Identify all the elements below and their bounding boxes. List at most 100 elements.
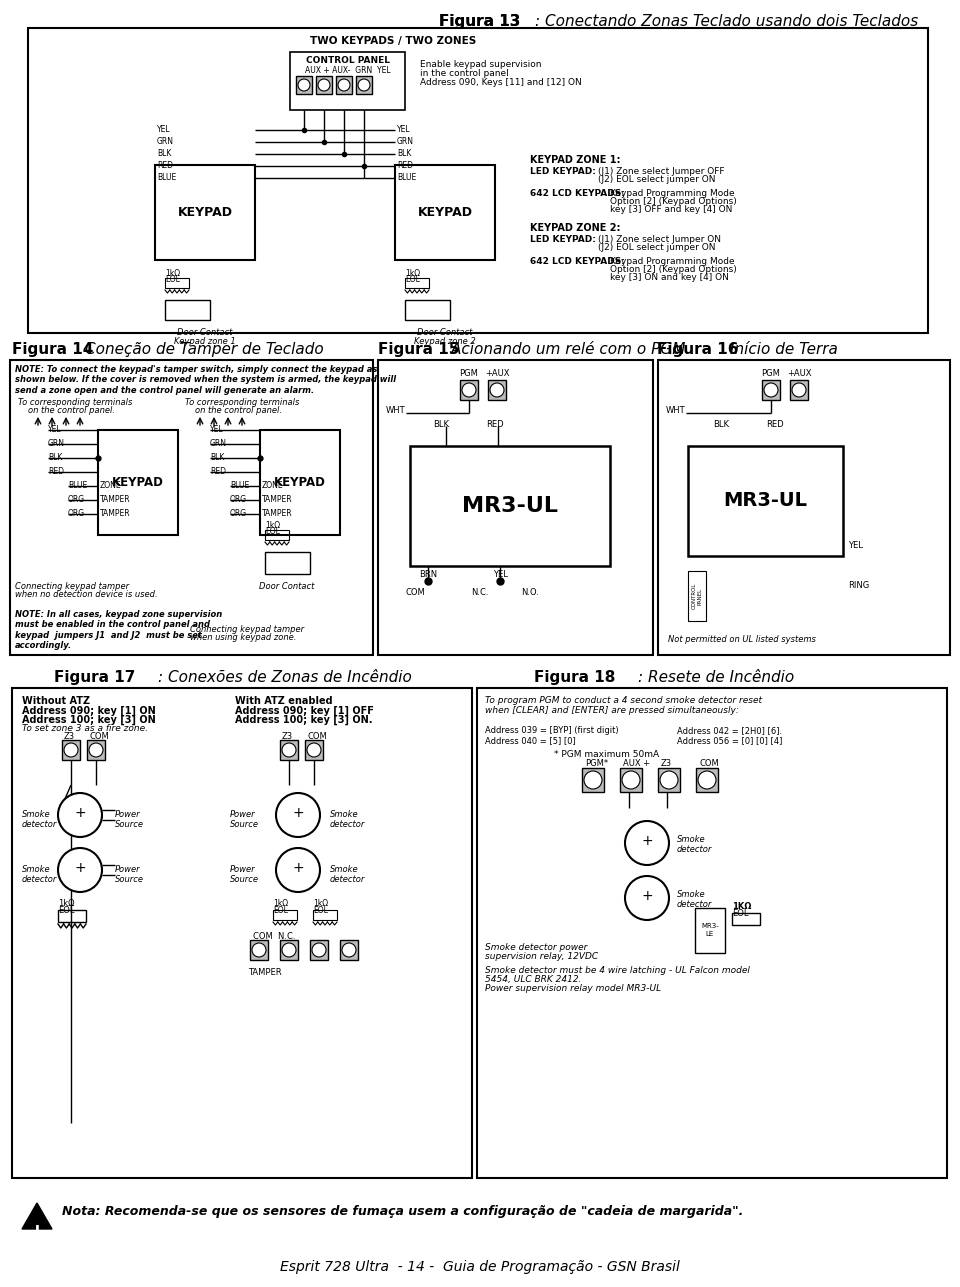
Text: EOL: EOL <box>165 275 180 284</box>
Text: To set zone 3 as a fire zone.: To set zone 3 as a fire zone. <box>22 725 148 734</box>
Text: +: + <box>74 861 85 875</box>
Text: Address 100; key [3] ON.: Address 100; key [3] ON. <box>235 716 372 726</box>
Text: 1kΩ: 1kΩ <box>265 521 280 530</box>
Text: +: + <box>641 834 653 848</box>
Text: KEYPAD: KEYPAD <box>178 206 232 219</box>
Text: when no detection device is used.: when no detection device is used. <box>15 589 157 598</box>
Bar <box>260 430 340 535</box>
Text: TWO KEYPADS / TWO ZONES: TWO KEYPADS / TWO ZONES <box>310 36 476 46</box>
Text: Not permitted on UL listed systems: Not permitted on UL listed systems <box>668 634 816 644</box>
Text: in the control panel: in the control panel <box>420 69 509 79</box>
Text: key [3] OFF and key [4] ON: key [3] OFF and key [4] ON <box>610 205 732 214</box>
Text: COM: COM <box>699 759 719 768</box>
Bar <box>762 380 780 400</box>
Text: : Conectando Zonas Teclado usando dois Teclados: : Conectando Zonas Teclado usando dois T… <box>535 14 919 30</box>
Text: Keypad Programming Mode: Keypad Programming Mode <box>610 189 734 198</box>
Text: supervision relay, 12VDC: supervision relay, 12VDC <box>485 952 598 961</box>
Text: Smoke detector power: Smoke detector power <box>485 943 588 952</box>
Bar <box>273 910 297 920</box>
Text: KEYPAD: KEYPAD <box>112 476 164 489</box>
Circle shape <box>660 771 678 789</box>
Text: EOL: EOL <box>732 909 749 918</box>
Text: Smoke
detector: Smoke detector <box>677 835 712 855</box>
Text: GRN: GRN <box>157 136 174 145</box>
Text: PGM: PGM <box>761 369 780 378</box>
Text: : Acionando um relé com o PGM: : Acionando um relé com o PGM <box>441 342 685 356</box>
Text: : Coneção de Tamper de Teclado: : Coneção de Tamper de Teclado <box>75 342 324 356</box>
Text: RED: RED <box>766 420 783 429</box>
Bar <box>62 740 80 761</box>
Text: Address 042 = [2H0] [6].: Address 042 = [2H0] [6]. <box>677 726 782 735</box>
Bar <box>410 447 610 566</box>
Text: EOL: EOL <box>273 906 288 915</box>
Bar <box>378 360 653 655</box>
Text: GRN: GRN <box>397 136 414 145</box>
Text: Address 100; key [3] ON: Address 100; key [3] ON <box>22 716 156 726</box>
Text: (J2) EOL select jumper ON: (J2) EOL select jumper ON <box>598 175 715 184</box>
Text: 1kΩ: 1kΩ <box>405 269 420 278</box>
Circle shape <box>342 943 356 958</box>
Bar <box>582 768 604 792</box>
Text: To corresponding terminals: To corresponding terminals <box>185 398 300 407</box>
Text: !: ! <box>34 1225 40 1239</box>
Polygon shape <box>22 1203 52 1229</box>
Text: COM  N.C.: COM N.C. <box>253 932 296 941</box>
Text: Figura 17: Figura 17 <box>55 671 135 685</box>
Text: Smoke
detector: Smoke detector <box>330 810 366 829</box>
Bar <box>87 740 105 761</box>
Text: 1KΩ: 1KΩ <box>732 902 752 911</box>
Bar <box>290 51 405 109</box>
Bar <box>28 28 928 333</box>
Text: Figura 14: Figura 14 <box>12 342 93 356</box>
Text: : Conexões de Zonas de Incêndio: : Conexões de Zonas de Incêndio <box>158 671 412 685</box>
Circle shape <box>307 743 321 757</box>
Text: With ATZ enabled: With ATZ enabled <box>235 696 332 707</box>
Text: GRN: GRN <box>48 439 65 448</box>
Circle shape <box>89 743 103 757</box>
Bar <box>12 689 472 1178</box>
Text: KEYPAD: KEYPAD <box>274 476 326 489</box>
Text: NOTE: To connect the keypad's tamper switch, simply connect the keypad as
shown : NOTE: To connect the keypad's tamper swi… <box>15 366 396 395</box>
Text: Smoke
detector: Smoke detector <box>677 891 712 910</box>
Text: Door Contact: Door Contact <box>259 582 315 591</box>
Text: Smoke detector must be 4 wire latching - UL Falcon model: Smoke detector must be 4 wire latching -… <box>485 967 750 976</box>
Text: BLUE: BLUE <box>157 172 177 181</box>
Bar <box>165 300 210 320</box>
Text: Keypad zone 1: Keypad zone 1 <box>174 337 236 346</box>
Text: RED: RED <box>210 466 226 475</box>
Text: : Resete de Incêndio: : Resete de Incêndio <box>638 671 794 685</box>
Circle shape <box>276 793 320 837</box>
Text: PGM*: PGM* <box>585 759 608 768</box>
Text: BLUE: BLUE <box>397 172 417 181</box>
Text: YEL: YEL <box>157 125 171 134</box>
Circle shape <box>792 384 806 396</box>
Text: Power
Source: Power Source <box>230 810 259 829</box>
Bar <box>340 940 358 960</box>
Bar <box>310 940 328 960</box>
Text: Figura 18: Figura 18 <box>535 671 615 685</box>
Circle shape <box>312 943 326 958</box>
Circle shape <box>58 793 102 837</box>
Bar <box>658 768 680 792</box>
Text: BLK: BLK <box>157 148 172 157</box>
Text: RED: RED <box>397 161 413 170</box>
Bar <box>460 380 478 400</box>
Text: 1kΩ: 1kΩ <box>165 269 180 278</box>
Text: +: + <box>641 889 653 903</box>
Text: Esprit 728 Ultra  - 14 -  Guia de Programação - GSN Brasil: Esprit 728 Ultra - 14 - Guia de Programa… <box>280 1260 680 1274</box>
Text: RED: RED <box>157 161 173 170</box>
Text: Z3: Z3 <box>282 732 293 741</box>
Text: BLK: BLK <box>397 148 412 157</box>
Text: BRN: BRN <box>419 570 437 579</box>
Text: KEYPAD ZONE 1:: KEYPAD ZONE 1: <box>530 154 620 165</box>
Text: MR3-UL: MR3-UL <box>724 492 807 511</box>
Bar <box>336 76 352 94</box>
Text: Address 090; key [1] OFF: Address 090; key [1] OFF <box>235 707 373 717</box>
Text: EOL: EOL <box>405 275 420 284</box>
Bar <box>696 768 718 792</box>
Bar <box>265 530 289 541</box>
Text: BLK: BLK <box>713 420 729 429</box>
Text: Door Contact: Door Contact <box>178 328 232 337</box>
Bar <box>688 571 706 622</box>
Text: Z3: Z3 <box>661 759 672 768</box>
